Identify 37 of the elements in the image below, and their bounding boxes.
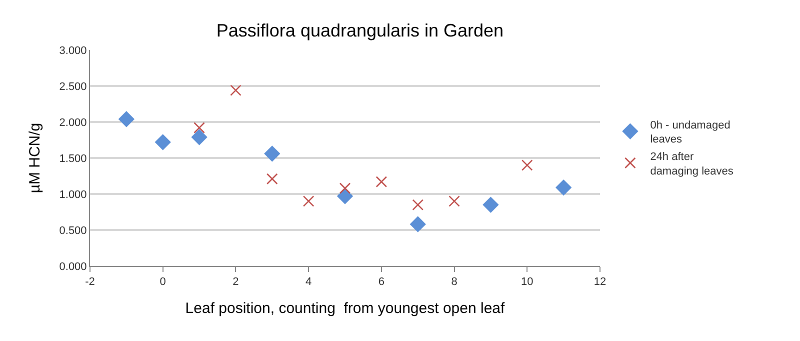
x-tick-label: 2 (232, 276, 239, 288)
x-tick-label: 4 (306, 276, 312, 288)
point (194, 122, 205, 134)
point (410, 216, 426, 232)
point (412, 199, 424, 210)
x-tick-label: 12 (594, 276, 606, 288)
legend-label: 24h after damaging leaves (650, 151, 734, 178)
x-axis-title: Leaf position, counting from youngest open leaf (185, 300, 506, 318)
point (230, 84, 242, 96)
point (521, 160, 533, 171)
y-tick-label: 0.000 (59, 260, 87, 273)
y-tick-label: 1.500 (59, 152, 87, 165)
y-axis-title: µM HCN/g (26, 122, 44, 194)
point (448, 196, 460, 207)
point (266, 173, 278, 185)
point (264, 146, 280, 162)
point (482, 197, 499, 213)
x-tick-label: -2 (85, 276, 95, 288)
point (339, 182, 351, 194)
point (376, 176, 388, 188)
point (337, 188, 353, 204)
x-tick-label: 8 (451, 276, 458, 288)
y-tick-label: 2.000 (59, 116, 87, 129)
y-tick-label: 0.500 (59, 224, 87, 237)
legend-label: 0h - undamaged leaves (650, 119, 730, 146)
x-tick-label: 10 (521, 276, 534, 288)
point (556, 180, 572, 196)
y-tick-label: 1.000 (59, 188, 87, 201)
x-tick-label: 0 (160, 276, 166, 288)
point (155, 134, 171, 150)
chart-title: Passiflora quadrangularis in Garden (216, 20, 504, 40)
x-tick-label: 6 (378, 276, 384, 288)
point (302, 196, 314, 207)
point (118, 111, 134, 127)
point (191, 129, 208, 145)
y-tick-label: 2.500 (59, 80, 87, 93)
y-tick-label: 3.000 (59, 44, 87, 57)
